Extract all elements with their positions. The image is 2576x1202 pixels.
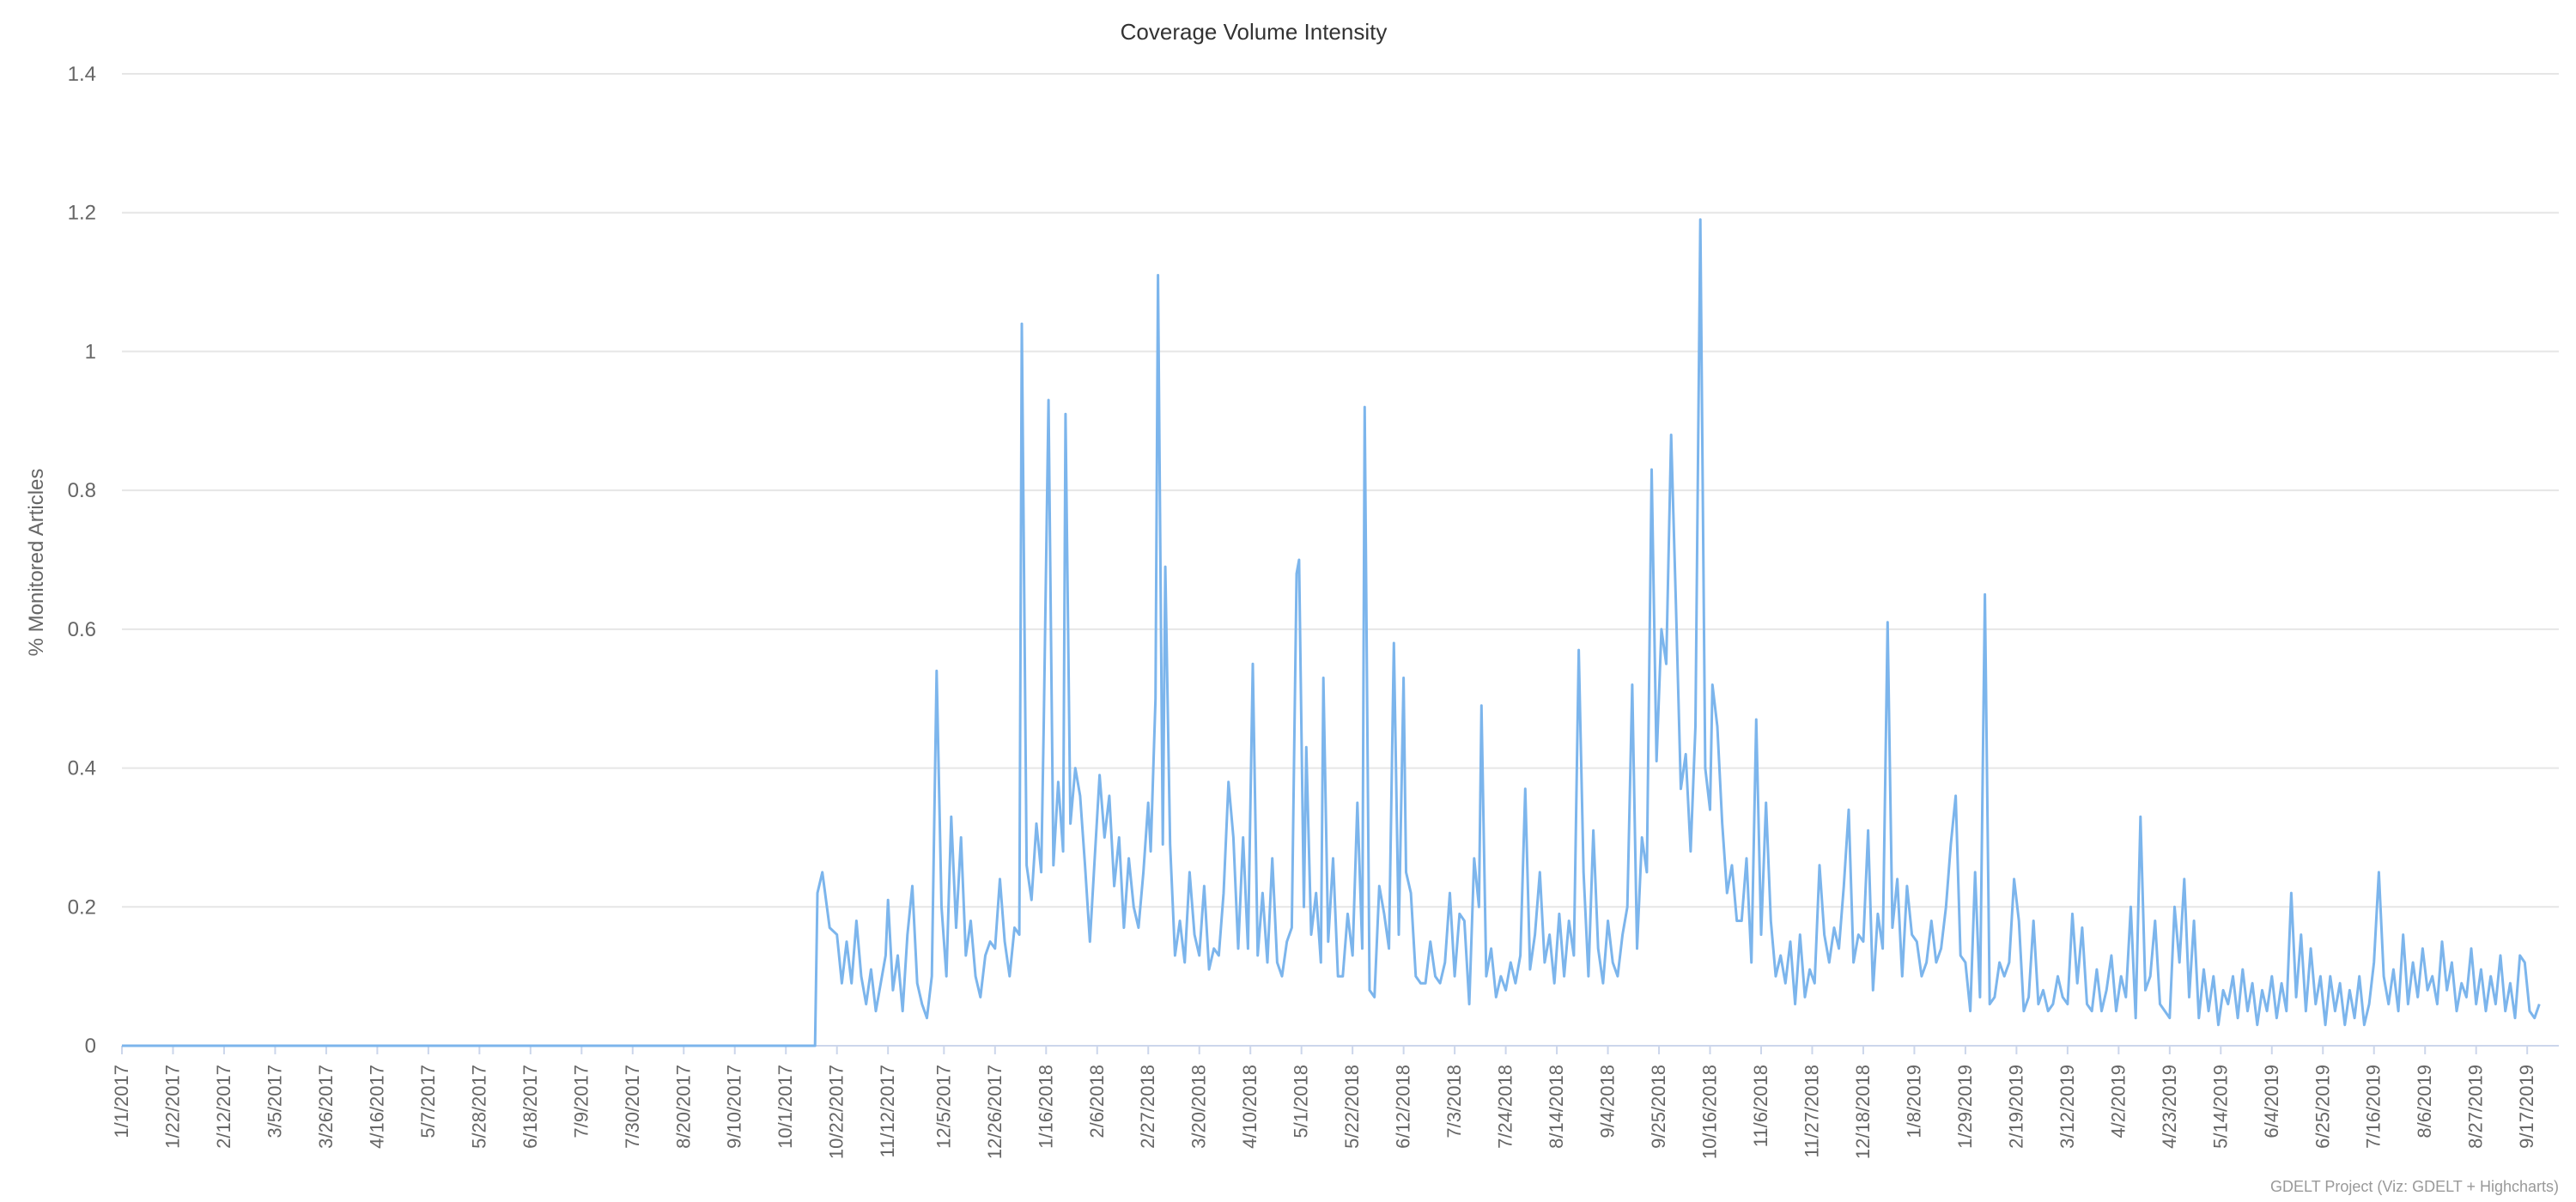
x-tick-label: 1/22/2017 <box>161 1065 183 1149</box>
x-axis-ticks: 1/1/2017 1/22/2017 2/12/2017 3/5/2017 3/26/2… <box>111 1046 2537 1159</box>
x-tick-label: 2/19/2019 <box>2005 1065 2026 1149</box>
x-tick-label: 6/18/2017 <box>519 1065 541 1149</box>
x-tick-label: 1/1/2017 <box>111 1065 132 1138</box>
x-tick-label: 11/27/2018 <box>1801 1065 1822 1157</box>
y-tick-label: 0.4 <box>68 757 96 780</box>
x-tick-label: 3/26/2017 <box>315 1065 337 1149</box>
credits-text[interactable]: GDELT Project (Viz: GDELT + Highcharts) <box>2270 1178 2559 1195</box>
x-tick-label: 2/12/2017 <box>213 1065 234 1149</box>
x-tick-label: 4/16/2017 <box>366 1065 387 1149</box>
x-tick-label: 8/20/2017 <box>672 1065 694 1149</box>
x-tick-label: 4/10/2018 <box>1239 1065 1261 1149</box>
x-tick-label: 7/9/2017 <box>570 1065 592 1138</box>
x-tick-label: 5/14/2019 <box>2209 1065 2231 1149</box>
x-tick-label: 2/6/2018 <box>1086 1065 1108 1138</box>
x-tick-label: 8/6/2019 <box>2414 1065 2435 1138</box>
x-tick-label: 9/25/2018 <box>1648 1065 1669 1149</box>
x-tick-label: 4/2/2019 <box>2107 1065 2129 1138</box>
x-tick-label: 8/27/2019 <box>2465 1065 2487 1149</box>
x-tick-label: 3/20/2018 <box>1188 1065 1210 1149</box>
x-tick-label: 4/23/2019 <box>2159 1065 2180 1149</box>
x-tick-label: 5/1/2018 <box>1291 1065 1312 1138</box>
y-tick-label: 0 <box>85 1035 96 1058</box>
x-tick-label: 10/22/2017 <box>826 1065 848 1159</box>
x-tick-label: 10/1/2017 <box>775 1065 796 1149</box>
x-tick-label: 1/29/2019 <box>1954 1065 1976 1149</box>
x-tick-label: 10/16/2018 <box>1699 1065 1721 1159</box>
x-tick-label: 6/25/2019 <box>2312 1065 2333 1149</box>
y-tick-label: 0.8 <box>68 479 96 502</box>
x-tick-label: 7/24/2018 <box>1495 1065 1516 1149</box>
y-axis-label: % Monitored Articles <box>25 469 48 657</box>
series-line[interactable] <box>122 218 2541 1047</box>
y-axis-ticks: 0 0.2 0.4 0.6 0.8 1 1.2 1.4 <box>68 63 96 1058</box>
y-tick-label: 1 <box>85 340 96 363</box>
x-tick-label: 11/6/2018 <box>1750 1065 1771 1147</box>
gridlines <box>122 73 2559 908</box>
x-tick-label: 5/7/2017 <box>417 1065 439 1138</box>
x-tick-label: 7/30/2017 <box>622 1065 643 1149</box>
y-tick-label: 0.2 <box>68 895 96 919</box>
x-tick-label: 2/27/2018 <box>1137 1065 1158 1149</box>
x-tick-label: 3/5/2017 <box>264 1065 285 1138</box>
x-tick-label: 12/26/2017 <box>984 1065 1005 1159</box>
x-tick-label: 11/12/2017 <box>877 1065 898 1157</box>
x-tick-label: 3/12/2019 <box>2057 1065 2078 1149</box>
x-tick-label: 5/28/2017 <box>468 1065 489 1149</box>
x-tick-label: 7/3/2018 <box>1443 1065 1465 1138</box>
chart-title: Coverage Volume Intensity <box>1121 19 1388 45</box>
x-tick-label: 9/10/2017 <box>724 1065 745 1149</box>
x-tick-label: 12/5/2017 <box>933 1065 954 1149</box>
x-tick-label: 5/22/2018 <box>1341 1065 1363 1149</box>
x-tick-label: 6/4/2019 <box>2261 1065 2282 1138</box>
x-tick-label: 6/12/2018 <box>1393 1065 1414 1149</box>
x-tick-label: 9/17/2019 <box>2516 1065 2537 1149</box>
x-tick-label: 1/8/2019 <box>1903 1065 1924 1138</box>
y-tick-label: 1.4 <box>68 63 96 86</box>
x-tick-label: 1/16/2018 <box>1035 1065 1056 1149</box>
y-tick-label: 1.2 <box>68 202 96 225</box>
x-tick-label: 7/16/2019 <box>2363 1065 2385 1149</box>
y-tick-label: 0.6 <box>68 618 96 641</box>
x-tick-label: 12/18/2018 <box>1852 1065 1874 1159</box>
x-tick-label: 8/14/2018 <box>1546 1065 1567 1149</box>
x-tick-label: 9/4/2018 <box>1597 1065 1619 1138</box>
